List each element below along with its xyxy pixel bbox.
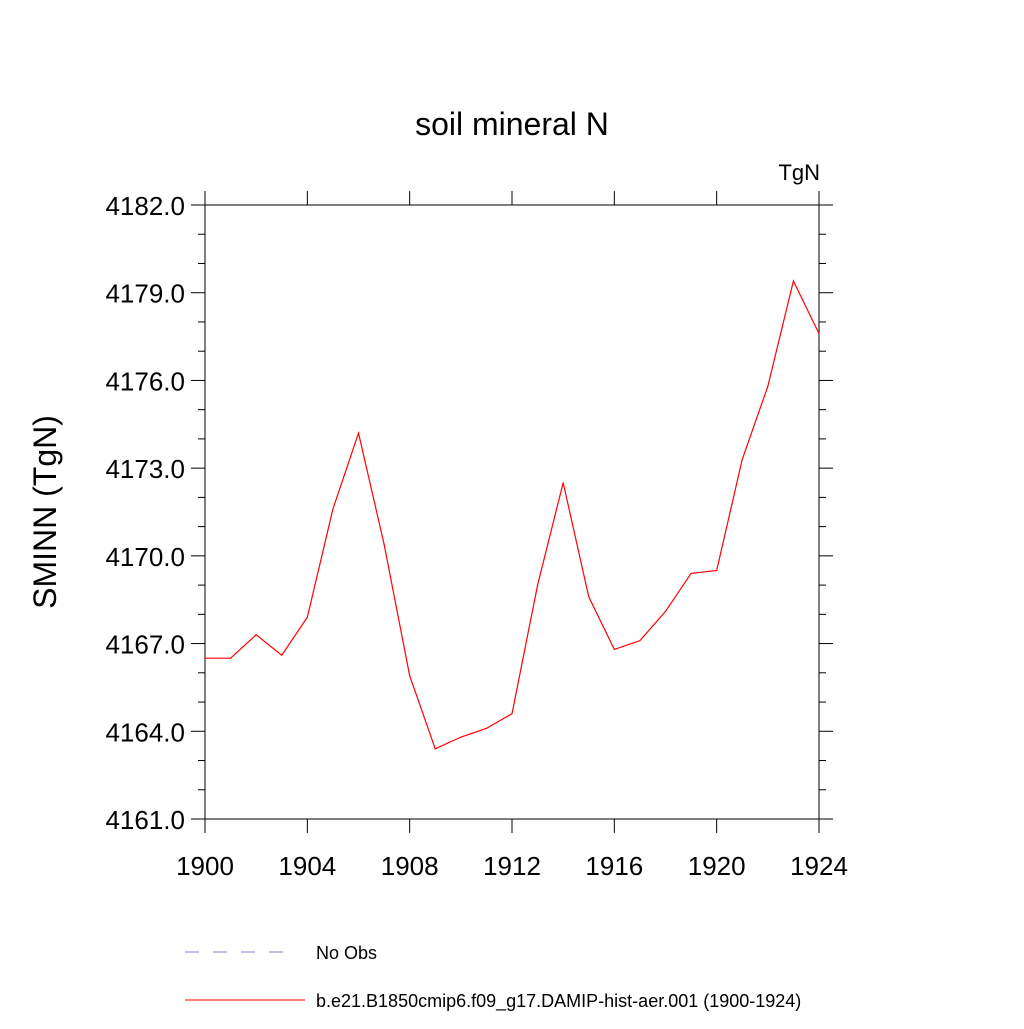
data-point (588, 596, 590, 598)
y-axis-label: SMINN (TgN) (27, 415, 63, 609)
x-tick-label: 1900 (176, 851, 234, 881)
data-point (792, 280, 795, 282)
data-point (511, 713, 513, 715)
units-label: TgN (778, 160, 820, 185)
data-point (741, 458, 743, 460)
x-tick-label: 1904 (278, 851, 336, 881)
y-tick-label: 4176.0 (105, 366, 185, 396)
y-tick-label: 4173.0 (105, 454, 185, 484)
data-point (383, 543, 385, 545)
data-point (664, 610, 667, 613)
y-tick-label: 4167.0 (105, 630, 185, 660)
data-point (690, 572, 692, 575)
data-point (562, 482, 564, 484)
y-tick-label: 4179.0 (105, 279, 185, 309)
series-layer (204, 279, 820, 750)
legend: No Obs b.e21.B1850cmip6.f09_g17.DAMIP-hi… (185, 943, 801, 1012)
data-point (818, 333, 820, 335)
data-point (229, 657, 232, 659)
plot-frame (204, 204, 820, 820)
legend-label-no-obs: No Obs (316, 943, 377, 963)
y-tick-label: 4161.0 (105, 805, 185, 835)
data-point (613, 648, 615, 651)
y-tick-label: 4182.0 (105, 191, 185, 221)
x-tick-label: 1916 (585, 851, 643, 881)
x-tick-label: 1912 (483, 851, 541, 881)
data-point (281, 654, 283, 656)
legend-label-hist-aer: b.e21.B1850cmip6.f09_g17.DAMIP-hist-aer.… (316, 991, 801, 1012)
data-point (357, 432, 360, 434)
data-point (767, 385, 769, 387)
data-point (332, 508, 334, 510)
data-point (204, 657, 206, 659)
data-point (485, 727, 488, 729)
data-point (306, 616, 308, 618)
data-point (409, 675, 411, 677)
y-tick-label: 4164.0 (105, 717, 185, 747)
data-point (460, 736, 462, 738)
chart-title: soil mineral N (415, 106, 609, 142)
series-line-1 (205, 279, 820, 750)
x-tick-label: 1908 (381, 851, 439, 881)
data-point (716, 569, 718, 572)
y-tick-label: 4170.0 (105, 542, 185, 572)
x-tick-label: 1924 (790, 851, 848, 881)
data-point (639, 640, 641, 642)
x-axis-ticks: 1900 1904 1908 1912 1916 1920 1924 (176, 191, 848, 881)
data-point (536, 584, 539, 586)
x-tick-label: 1920 (688, 851, 746, 881)
data-point (255, 634, 257, 636)
data-point (434, 748, 436, 750)
y-axis-ticks: 4161.0 4164.0 4167.0 4170.0 4173.0 4176.0 4179… (105, 191, 833, 835)
